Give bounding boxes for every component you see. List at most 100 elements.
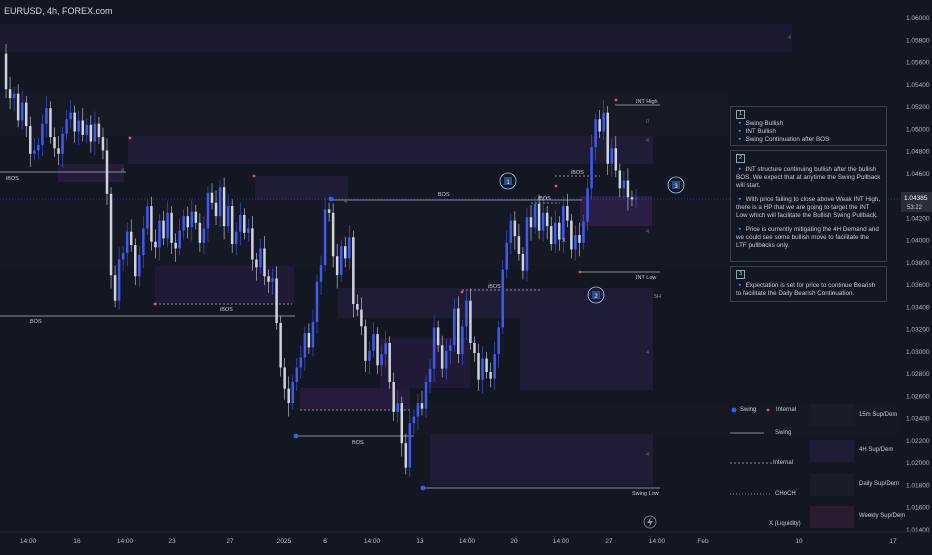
candle-20 xyxy=(81,120,85,135)
price-tick-12: 1.03600 xyxy=(906,282,930,289)
candle-56 xyxy=(226,206,230,227)
zone-label-mid: 4 xyxy=(344,199,347,205)
candle-130 xyxy=(525,217,529,271)
symbol-title[interactable]: EURUSD, 4h, FOREX.com xyxy=(4,6,113,16)
candle-155 xyxy=(626,180,630,198)
lightning-icon[interactable] xyxy=(643,515,657,529)
candle-126 xyxy=(509,220,513,243)
candle-55 xyxy=(222,187,226,227)
candle-90 xyxy=(364,326,367,361)
zone-demand-4 xyxy=(380,338,470,388)
zone-label-lower: 4 xyxy=(646,452,649,458)
candle-73 xyxy=(295,367,299,382)
candle-7 xyxy=(29,125,32,154)
candle-124 xyxy=(501,269,504,328)
current-price-tag xyxy=(901,192,932,212)
time-tick-16: 17 xyxy=(889,538,897,545)
candle-29 xyxy=(117,259,121,301)
time-axis[interactable]: 14:00 16 14:00 23 27 2025 6 14:00 13 14:00 20 14:00… xyxy=(0,531,932,545)
label-bos-2: BOS xyxy=(438,192,450,198)
note-1-line-1: 🔹 Swing Bullish xyxy=(736,120,784,127)
price-tick-9: 1.04200 xyxy=(906,215,930,222)
legend-daily-label: Daily Sup/Dem xyxy=(859,481,900,487)
candle-13 xyxy=(53,137,56,149)
candle-141 xyxy=(570,220,573,250)
candle-12 xyxy=(49,108,52,138)
candle-57 xyxy=(230,206,234,244)
candle-109 xyxy=(440,345,444,369)
legend-swing-line-label: Swing xyxy=(775,430,792,436)
candle-8 xyxy=(33,150,36,154)
candle-31 xyxy=(125,231,129,253)
candle-18 xyxy=(73,112,76,132)
candle-16 xyxy=(65,119,68,134)
price-tick-22: 1.01600 xyxy=(906,505,930,512)
zone-demand-3 xyxy=(520,318,653,390)
candle-82 xyxy=(331,212,335,257)
weekly-zone xyxy=(0,24,792,52)
candle-77 xyxy=(311,321,315,348)
candle-40 xyxy=(162,220,165,239)
time-tick-3: 23 xyxy=(168,538,176,545)
legend-internal-label: Internal xyxy=(776,407,797,413)
candle-23 xyxy=(93,123,97,142)
circled-markers: 1 2 3 xyxy=(499,172,685,304)
candle-100 xyxy=(404,443,408,468)
candle-53 xyxy=(214,202,218,217)
candle-107 xyxy=(432,327,436,369)
candle-33 xyxy=(134,245,137,277)
candle-76 xyxy=(307,332,311,348)
candle-142 xyxy=(574,235,577,250)
legend-liquidity-label: X (Liquidity) xyxy=(769,521,801,527)
label-ibos-3: iBOS xyxy=(488,284,501,290)
candle-104 xyxy=(420,403,424,409)
legend-daily-swatch xyxy=(810,474,854,496)
label-ibos-2: iBOS xyxy=(220,307,233,313)
price-axis[interactable]: 1.06000 1.05800 1.05600 1.05400 1.05200 1.050… xyxy=(900,0,932,534)
candle-152 xyxy=(614,148,618,171)
candle-38 xyxy=(154,241,157,248)
candle-137 xyxy=(553,222,557,244)
candle-144 xyxy=(582,221,585,243)
legend-15m-label: 15m Sup/Dem xyxy=(859,412,898,418)
candle-150 xyxy=(606,112,609,164)
candle-97 xyxy=(392,381,395,413)
candle-9 xyxy=(37,144,40,151)
candle-6 xyxy=(24,102,28,126)
candle-51 xyxy=(206,192,210,229)
candle-59 xyxy=(239,215,242,232)
candle-135 xyxy=(545,212,549,227)
candle-125 xyxy=(505,242,509,270)
time-tick-6: 6 xyxy=(323,538,327,545)
candle-89 xyxy=(360,309,363,327)
price-tick-17: 1.02600 xyxy=(906,393,930,400)
legend-graphics xyxy=(730,404,854,528)
zone-mid-supply xyxy=(255,176,348,200)
candle-49 xyxy=(198,222,202,243)
candle-50 xyxy=(202,228,206,243)
candle-80 xyxy=(323,209,327,266)
marker-dot-2 xyxy=(153,302,157,306)
note-section-3: 3 🔹 Expectation is set for price to cont… xyxy=(730,266,887,302)
candle-149 xyxy=(602,112,605,132)
time-tick-14: Feb xyxy=(697,538,709,545)
legend-internal-line-label: Internal xyxy=(773,460,794,466)
time-tick-0: 14:00 xyxy=(20,538,37,545)
time-tick-7: 14:00 xyxy=(364,538,381,545)
note-section-2: 2 🔹 INT structure continuing bullish aft… xyxy=(730,150,887,262)
candle-103 xyxy=(416,403,420,417)
candle-92 xyxy=(372,334,375,351)
candle-101 xyxy=(408,423,412,468)
time-tick-8: 13 xyxy=(416,538,424,545)
label-ibos-4: iBOS xyxy=(538,196,551,202)
candle-27 xyxy=(109,193,113,276)
zone-4h-demand xyxy=(580,196,652,226)
circle-marker-1 xyxy=(499,172,517,190)
legend-swing-dot xyxy=(731,407,737,413)
candle-17 xyxy=(69,112,72,120)
time-tick-13: 14:00 xyxy=(649,538,666,545)
candle-37 xyxy=(150,206,153,242)
candle-93 xyxy=(376,334,379,366)
swing-point-low-2 xyxy=(420,485,426,491)
